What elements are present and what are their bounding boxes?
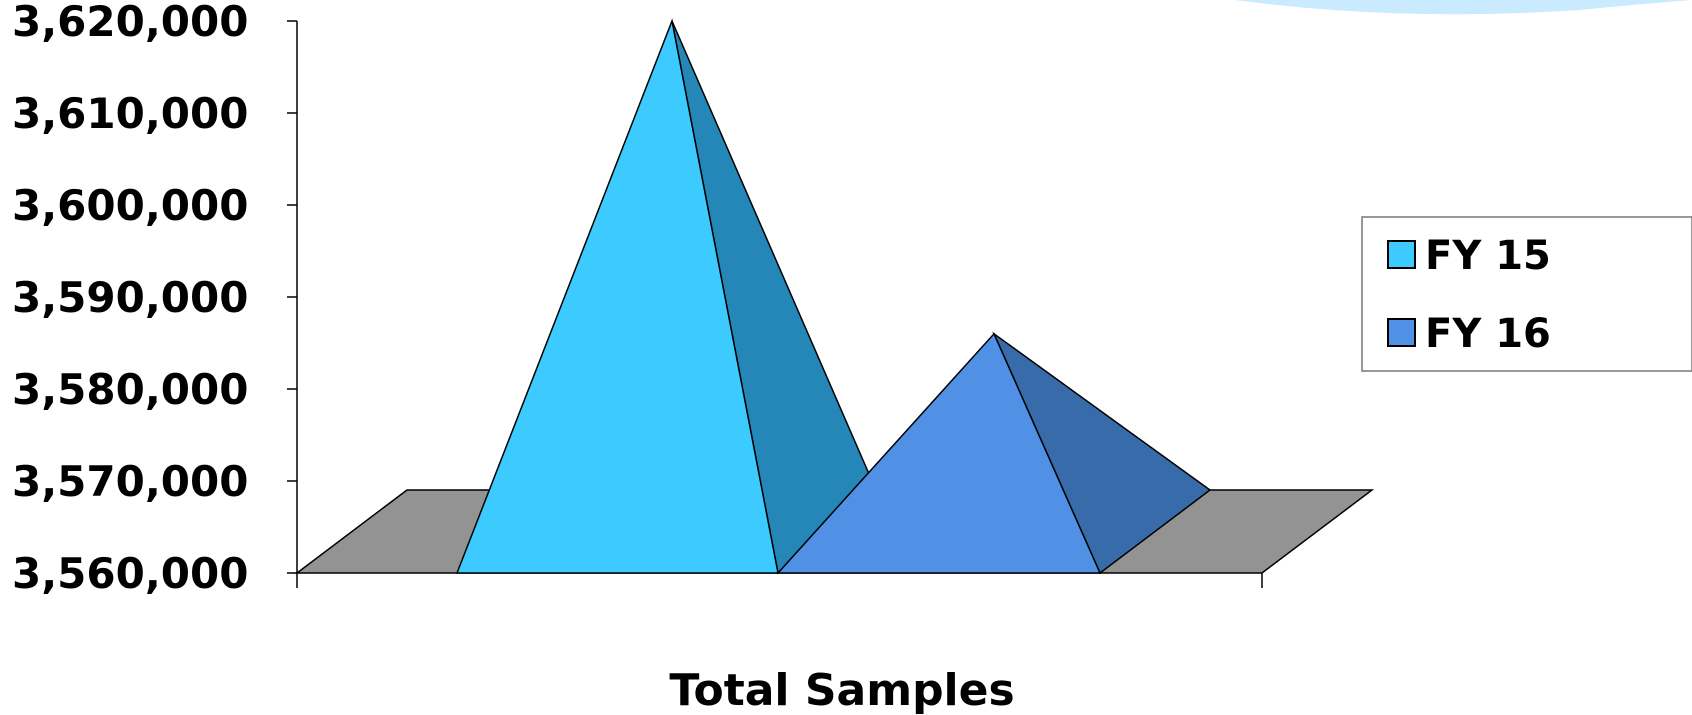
legend-box	[1361, 216, 1692, 372]
pyramid-front-face	[776, 332, 1102, 574]
y-tick-label: 3,570,000	[12, 457, 248, 506]
pyramid-marks	[455, 18, 1212, 575]
legend-label: FY 16	[1425, 311, 1551, 357]
pyramid-fy-15	[455, 18, 877, 575]
y-tick-label: 3,610,000	[12, 89, 248, 138]
pyramid-fy-16	[776, 331, 1212, 575]
legend-swatch	[1387, 318, 1416, 347]
pyramid-front-face	[455, 18, 779, 574]
y-tick-label: 3,600,000	[12, 181, 248, 230]
y-tick-labels: 3,560,000 3,570,000 3,580,000 3,590,000 3,60…	[12, 0, 248, 598]
decorative-swoosh	[1235, 0, 1692, 15]
y-tick-label: 3,580,000	[12, 365, 248, 414]
y-tick-label: 3,560,000	[12, 549, 248, 598]
x-category-label: Total Samples	[669, 665, 1014, 715]
y-axis	[287, 20, 1263, 588]
legend-swatch	[1387, 240, 1416, 269]
legend: FY 15 FY 16	[1361, 216, 1692, 372]
legend-label: FY 15	[1425, 233, 1551, 279]
y-tick-label: 3,590,000	[12, 273, 248, 322]
y-tick-label: 3,620,000	[12, 0, 248, 46]
